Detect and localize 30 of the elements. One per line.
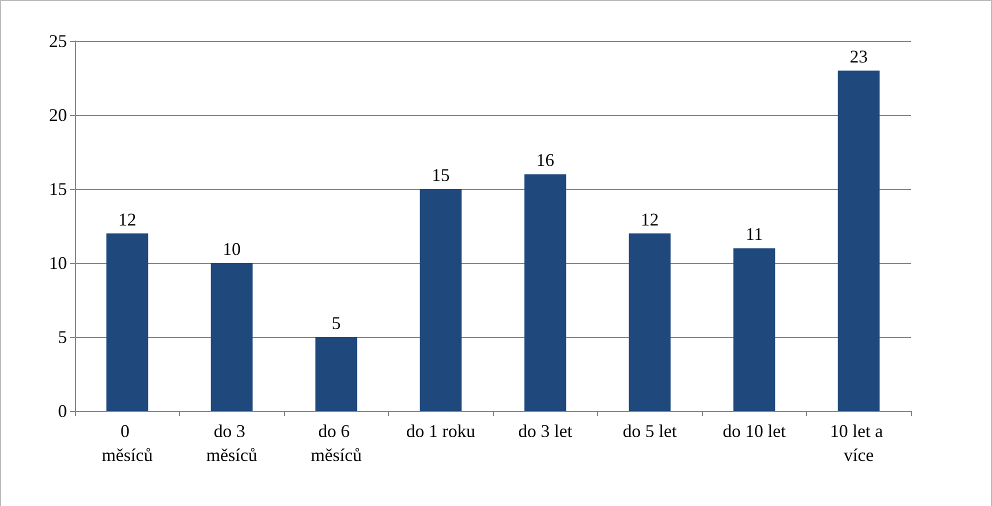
y-tick-label: 25: [49, 31, 67, 51]
data-label: 16: [536, 150, 554, 170]
data-label: 5: [332, 313, 341, 333]
bar: [733, 248, 776, 411]
data-label: 12: [118, 209, 136, 230]
y-tick-label: 15: [49, 179, 67, 199]
data-label: 12: [640, 209, 659, 230]
x-tick-label: do 1 roku: [406, 421, 476, 441]
data-label: 10: [222, 239, 241, 259]
y-tick-label: 0: [58, 401, 67, 421]
x-tick-label: do 5 let: [622, 421, 677, 441]
bar: [524, 174, 566, 411]
data-label: 23: [850, 46, 868, 67]
bar: [315, 337, 358, 411]
x-tick-label: do 10 let: [722, 421, 786, 441]
bar: [628, 233, 671, 411]
x-tick-label: 0 měsíců: [102, 421, 153, 465]
data-label: 15: [432, 165, 450, 185]
data-label: 11: [746, 224, 763, 244]
x-tick-label: 10 let a více: [830, 421, 888, 465]
y-tick-label: 10: [49, 253, 67, 273]
x-tick-label: do 6 měsíců: [310, 421, 362, 465]
bar: [420, 189, 462, 411]
x-tick-label: do 3 měsíců: [206, 421, 258, 465]
y-tick-label: 5: [58, 327, 67, 347]
x-tick-label: do 3 let: [518, 421, 572, 441]
y-tick-label: 20: [49, 105, 67, 125]
bar: [838, 70, 880, 411]
bar: [106, 233, 148, 411]
bar: [210, 263, 253, 411]
